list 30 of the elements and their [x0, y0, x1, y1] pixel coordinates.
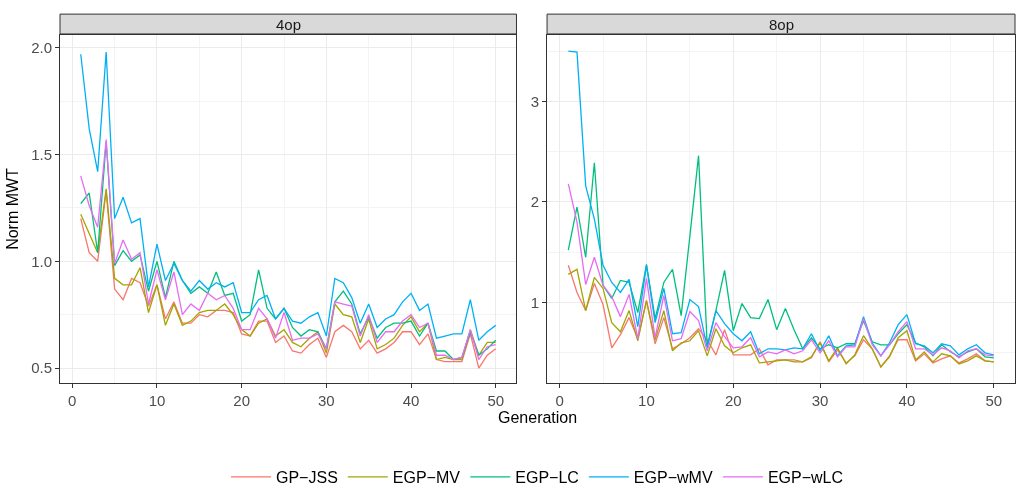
- x-tick-label: 50: [985, 392, 1003, 409]
- y-tick-label: 1: [530, 293, 540, 311]
- legend-label: EGP−wMV: [633, 469, 713, 487]
- x-tick-label: 10: [638, 392, 655, 409]
- legend-label: EGP−LC: [515, 469, 579, 487]
- y-tick-label: 1.0: [31, 252, 52, 270]
- x-tick-label: 0: [555, 392, 564, 409]
- line-series: [80, 51, 497, 341]
- y-tick-label: 1.5: [31, 145, 52, 163]
- legend-label: EGP−wLC: [767, 469, 844, 487]
- x-tick-label: 10: [148, 392, 166, 409]
- x-tick-label: 30: [318, 392, 335, 409]
- x-tick-label: 40: [402, 392, 420, 409]
- y-tick-label: 2.0: [31, 39, 52, 57]
- chart-title: 8op: [769, 16, 795, 33]
- x-tick-label: 20: [233, 392, 250, 409]
- chart-title: 4op: [276, 16, 302, 33]
- legend-label: GP−JSS: [276, 469, 338, 487]
- y-tick-label: 2: [530, 193, 540, 211]
- y-tick-label: 0.5: [31, 359, 52, 377]
- y-tick-label: 3: [530, 92, 540, 110]
- x-tick-label: 0: [68, 392, 77, 409]
- x-axis-title: Generation: [498, 409, 578, 426]
- x-tick-label: 40: [898, 392, 916, 409]
- x-tick-label: 20: [724, 392, 742, 409]
- line-series: [567, 50, 995, 357]
- x-tick-label: 50: [487, 392, 505, 409]
- y-axis-title: Norm MWT: [4, 167, 22, 250]
- legend-label: EGP−MV: [392, 469, 461, 487]
- x-tick-label: 30: [811, 392, 829, 409]
